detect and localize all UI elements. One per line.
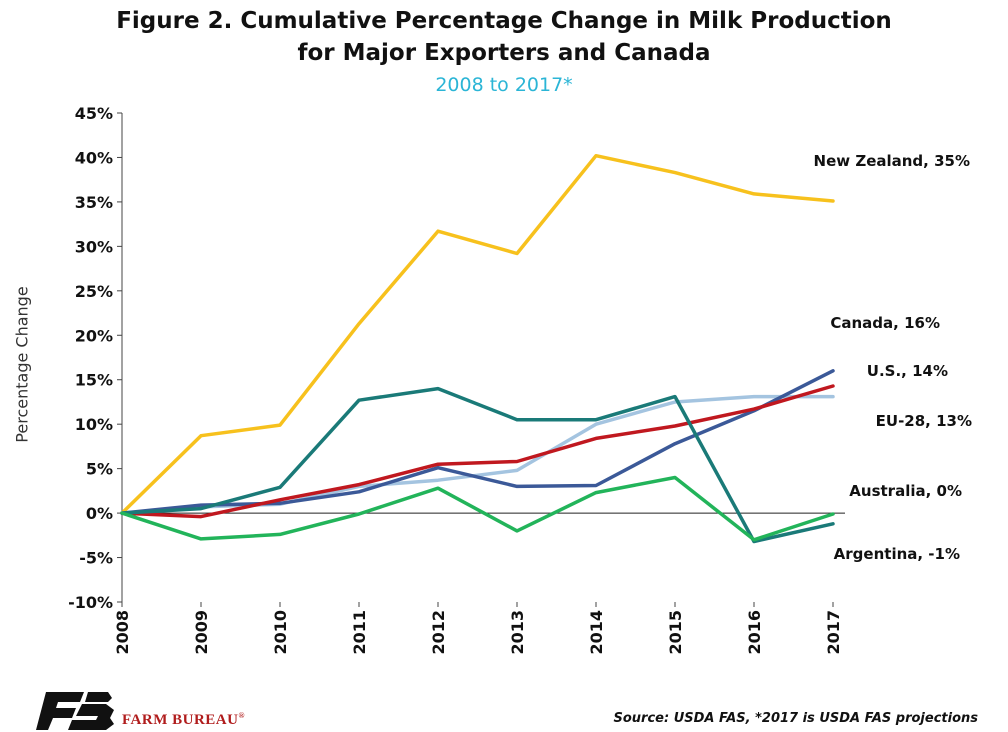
- y-tick-label: -5%: [79, 549, 113, 568]
- y-tick-label: 5%: [86, 460, 113, 479]
- chart-subtitle: 2008 to 2017*: [435, 74, 573, 96]
- series-annotation-label: Canada, 16%: [830, 314, 940, 332]
- farm-bureau-logo-icon: [36, 692, 114, 730]
- series-annotation-label: U.S., 14%: [867, 362, 948, 380]
- y-tick-label: 30%: [75, 237, 113, 256]
- series-line-u-s-: [120, 369, 835, 515]
- x-tick-label: 2008: [113, 610, 132, 655]
- y-tick-label: 10%: [75, 415, 113, 434]
- series-annotation-label: New Zealand, 35%: [814, 152, 970, 170]
- y-tick-label: 0%: [86, 504, 113, 523]
- brand-name: FARM BUREAU: [122, 712, 239, 728]
- x-tick-label: 2011: [350, 610, 369, 655]
- y-tick-label: 15%: [75, 371, 113, 390]
- series-annotation-label: EU-28, 13%: [876, 412, 972, 430]
- y-tick-label: 35%: [75, 193, 113, 212]
- series-line-australia: [120, 475, 835, 542]
- x-tick-label: 2009: [192, 610, 211, 655]
- x-tick-label: 2013: [508, 610, 527, 655]
- chart-title-line-1: Figure 2. Cumulative Percentage Change i…: [116, 8, 892, 34]
- x-tick-label: 2017: [824, 610, 843, 655]
- source-note: Source: USDA FAS, *2017 is USDA FAS proj…: [613, 711, 979, 726]
- y-tick-label: 20%: [75, 326, 113, 345]
- series-line-new-zealand: [120, 153, 835, 515]
- y-tick-label: 25%: [75, 282, 113, 301]
- series-annotation-label: Australia, 0%: [849, 482, 962, 500]
- farm-bureau-brand-text: FARM BUREAU®: [122, 711, 245, 729]
- y-tick-label: 40%: [75, 148, 113, 167]
- x-tick-label: 2014: [587, 610, 606, 655]
- series-line-argentina: [120, 386, 835, 544]
- series-annotation-label: Argentina, -1%: [834, 545, 960, 563]
- x-tick-label: 2010: [271, 610, 290, 655]
- x-tick-label: 2016: [745, 610, 764, 655]
- y-tick-label: 45%: [75, 104, 113, 123]
- x-tick-label: 2015: [666, 610, 685, 655]
- y-tick-label: -10%: [68, 593, 113, 612]
- x-tick-label: 2012: [429, 610, 448, 655]
- series-line-eu-28: [120, 384, 835, 519]
- brand-registered-mark: ®: [238, 711, 245, 720]
- chart-title-line-2: for Major Exporters and Canada: [297, 40, 711, 66]
